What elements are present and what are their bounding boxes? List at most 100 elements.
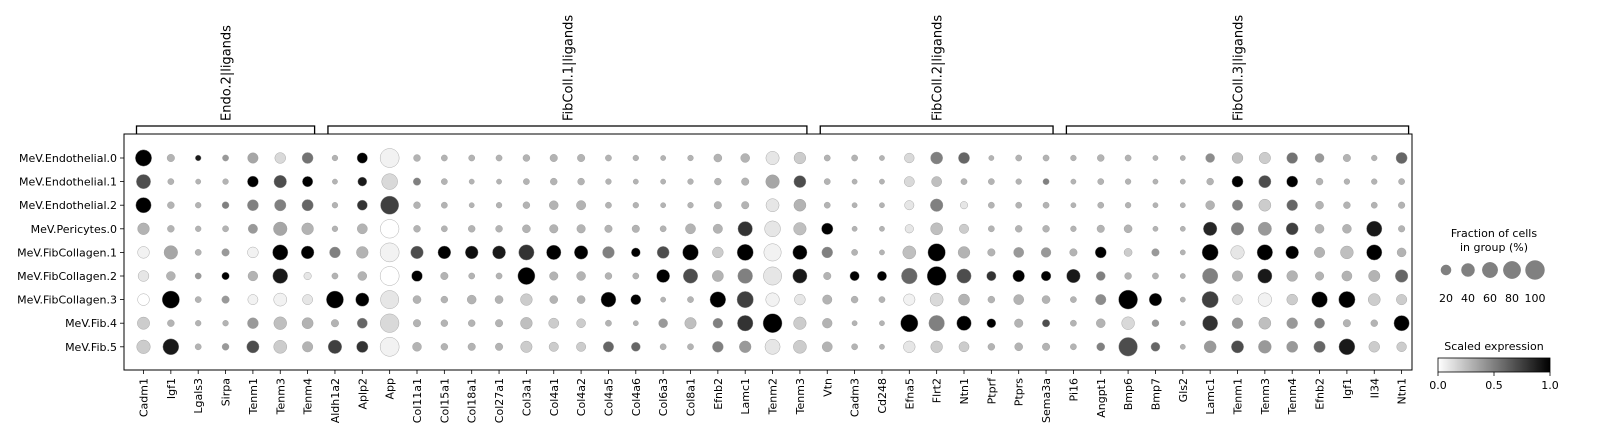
dot (301, 152, 314, 164)
dot (332, 178, 338, 185)
dot (137, 316, 150, 330)
dot (1070, 343, 1077, 351)
dot (605, 201, 612, 209)
dot (1124, 154, 1132, 162)
dot (851, 154, 858, 162)
size-legend-label: 100 (1525, 292, 1546, 305)
dot (762, 313, 783, 333)
dot (492, 245, 506, 260)
dot (379, 242, 400, 263)
dot (1286, 317, 1298, 329)
dot (495, 272, 503, 280)
dot (1125, 178, 1132, 185)
dot (222, 178, 229, 185)
gene-label: Col15a1 (438, 378, 451, 423)
dot (1231, 152, 1244, 164)
dot (273, 175, 287, 189)
dot (1395, 269, 1409, 283)
dot (656, 246, 670, 259)
dot (1015, 225, 1023, 233)
gene-label: Col4a2 (575, 378, 588, 416)
dot (904, 200, 915, 211)
dot (736, 291, 754, 308)
dot (1370, 319, 1378, 327)
gene-group-brackets: Endo.2|ligands FibColl.1|ligands FibColl.2… (135, 15, 1410, 134)
dot (879, 343, 885, 350)
dot (823, 154, 831, 162)
dot (959, 223, 969, 234)
dot (303, 272, 312, 280)
dot (163, 245, 178, 260)
group-label: FibColl.3|ligands (1232, 15, 1247, 121)
dot (741, 177, 750, 186)
dot (1151, 319, 1160, 327)
dot (331, 154, 339, 162)
dot (137, 246, 150, 259)
gene-label: Col27a1 (493, 378, 506, 423)
dot (687, 343, 694, 351)
dot (517, 267, 536, 285)
dot (221, 343, 230, 351)
dot (194, 296, 202, 303)
size-legend-dot (1482, 262, 1498, 278)
dot (247, 152, 259, 164)
dot (1343, 201, 1351, 209)
dot (274, 199, 287, 212)
dot (1314, 153, 1325, 163)
dot (1230, 222, 1244, 236)
dot (1070, 202, 1077, 209)
dot (879, 155, 885, 161)
dot (1125, 202, 1132, 209)
dot (630, 294, 642, 305)
dot (687, 296, 694, 303)
dot (412, 342, 422, 352)
dot (221, 295, 230, 304)
dot (1095, 294, 1107, 306)
dot (1179, 202, 1186, 209)
group-bracket (1065, 125, 1410, 134)
dot (441, 225, 448, 233)
row-labels: MeV.Endothelial.0 MeV.Endothelial.1 MeV.En… (17, 152, 124, 354)
dot (901, 267, 918, 285)
dot (272, 244, 289, 261)
dot (879, 178, 885, 185)
size-legend-label: 20 (1439, 292, 1453, 305)
dot (550, 177, 558, 186)
dot (1070, 296, 1077, 303)
gene-label: Flrt2 (931, 378, 944, 403)
gene-label: Pi16 (1067, 378, 1080, 401)
dot (468, 319, 476, 327)
dot (379, 337, 400, 357)
dot (988, 201, 995, 209)
dot (958, 152, 970, 164)
dot (467, 294, 477, 305)
dot (247, 199, 259, 211)
dot (549, 295, 558, 304)
dot (632, 202, 639, 209)
dot (1398, 201, 1406, 209)
dot (1314, 246, 1326, 258)
dot (194, 343, 202, 351)
dot (709, 291, 726, 308)
dot (1342, 319, 1351, 328)
dot (161, 290, 180, 309)
dot (222, 225, 229, 233)
dot (1371, 154, 1378, 162)
dot (413, 154, 421, 162)
dot (522, 224, 531, 234)
dot (137, 222, 150, 235)
dot (988, 225, 995, 233)
dot (851, 249, 858, 256)
dot (1152, 225, 1159, 232)
dot (930, 198, 944, 212)
dot (302, 294, 313, 305)
dot (440, 272, 449, 280)
dot (301, 222, 314, 235)
dot (659, 343, 667, 351)
gene-label: Cadm1 (138, 378, 151, 417)
dot (1232, 270, 1243, 282)
dot (1285, 245, 1299, 260)
dot (1205, 153, 1215, 163)
gene-label: Ptprs (1013, 378, 1026, 406)
dot (877, 271, 887, 281)
